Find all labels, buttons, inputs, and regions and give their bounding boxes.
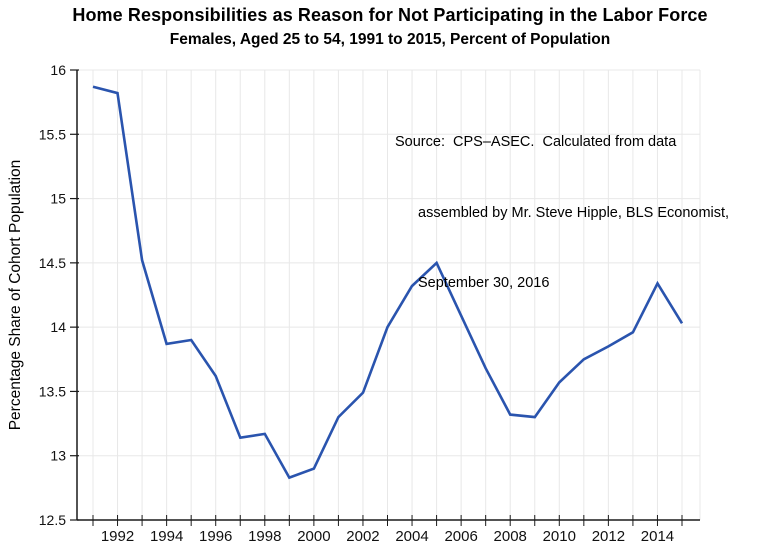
source-note-line: September 30, 2016: [418, 275, 550, 291]
x-tick-label: 2008: [494, 528, 527, 545]
y-tick-label: 13.5: [39, 383, 66, 399]
x-tick-label: 1996: [199, 528, 232, 545]
x-tick-label: 2000: [297, 528, 330, 545]
y-tick-label: 15: [50, 191, 66, 207]
x-tick-label: 2012: [592, 528, 625, 545]
x-tick-label: 1992: [101, 528, 134, 545]
y-tick-label: 14: [50, 319, 66, 335]
y-tick-label: 15.5: [39, 126, 66, 142]
x-tick-label: 1994: [150, 528, 183, 545]
y-axis-title: Percentage Share of Cohort Population: [7, 159, 24, 431]
x-tick-label: 2010: [543, 528, 576, 545]
chart-subtitle: Females, Aged 25 to 54, 1991 to 2015, Pe…: [169, 31, 611, 48]
y-tick-label: 14.5: [39, 255, 66, 271]
x-tick-label: 2004: [395, 528, 428, 545]
x-tick-label: 2002: [346, 528, 379, 545]
x-tick-label: 2014: [641, 528, 674, 545]
source-note-line: Source: CPS–ASEC. Calculated from data: [395, 134, 677, 150]
x-tick-label: 2006: [444, 528, 477, 545]
data-line-series: [92, 85, 684, 480]
source-note-line: assembled by Mr. Steve Hipple, BLS Econo…: [418, 204, 730, 221]
y-tick-label: 12.5: [39, 512, 66, 528]
y-tick-label: 16: [50, 62, 66, 78]
x-tick-label: 1998: [248, 528, 281, 545]
chart-title: Home Responsibilities as Reason for Not …: [72, 5, 708, 25]
y-tick-label: 13: [50, 448, 66, 464]
source-note: Source: CPS–ASEC. Calculated from data a…: [395, 84, 729, 343]
